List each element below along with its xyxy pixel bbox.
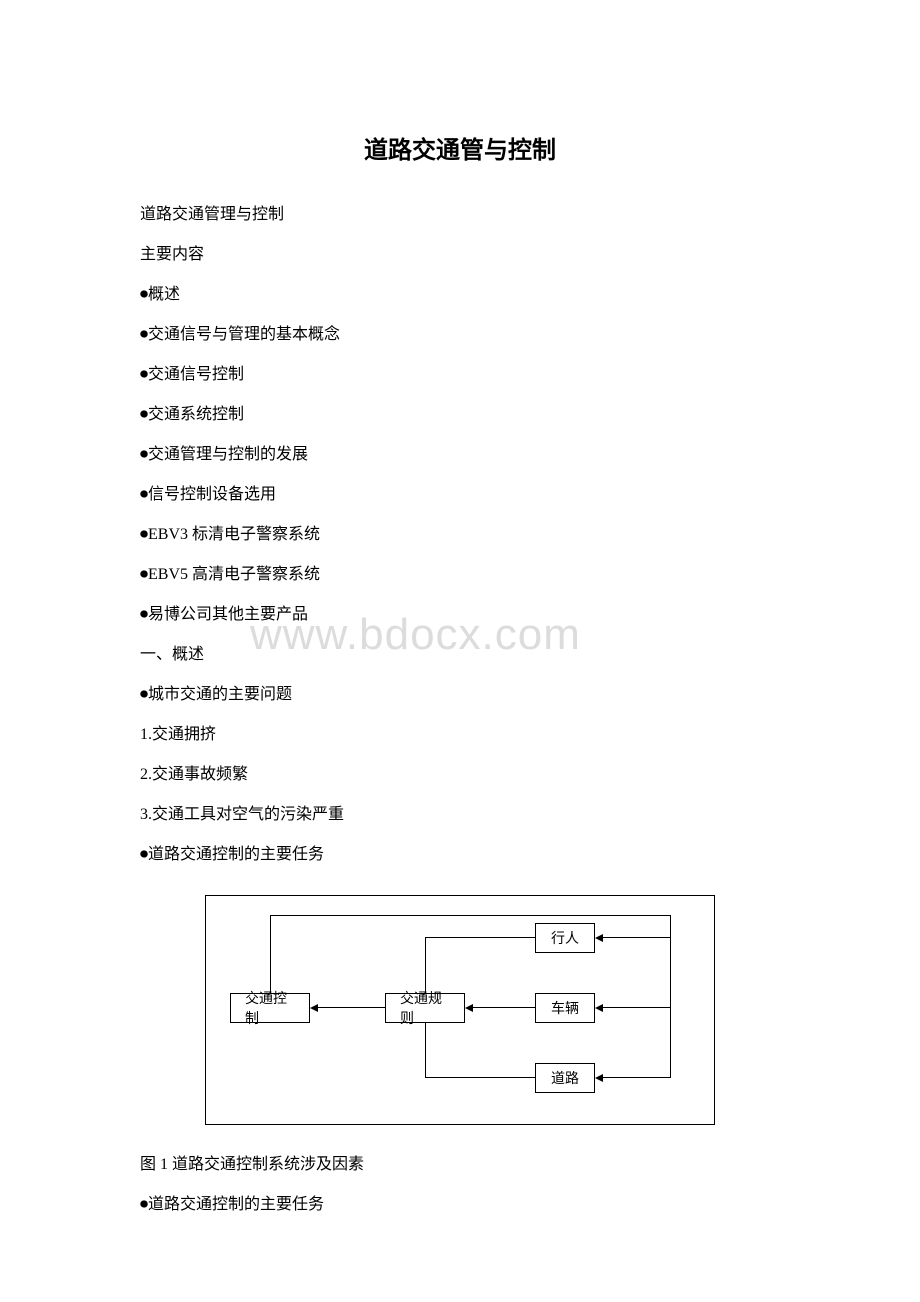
text-line: ⏺易博公司其他主要产品 bbox=[140, 595, 780, 635]
text-line: 主要内容 bbox=[140, 235, 780, 275]
text-line: ⏺概述 bbox=[140, 275, 780, 315]
node-rules: 交通规则 bbox=[385, 993, 465, 1023]
edge-line bbox=[425, 937, 426, 993]
edge-line bbox=[603, 937, 670, 938]
text-line: ⏺信号控制设备选用 bbox=[140, 475, 780, 515]
edge-line bbox=[270, 915, 271, 993]
text-line: 1.交通拥挤 bbox=[140, 715, 780, 755]
flowchart-diagram: 交通控制 交通规则 行人 车辆 道路 bbox=[200, 895, 720, 1125]
edge-line bbox=[270, 915, 670, 916]
edge-line bbox=[425, 937, 535, 938]
text-line: ⏺交通系统控制 bbox=[140, 395, 780, 435]
edge-line bbox=[318, 1007, 385, 1008]
node-vehicle: 车辆 bbox=[535, 993, 595, 1023]
page-title: 道路交通管与控制 bbox=[140, 130, 780, 165]
figure-caption: 图 1 道路交通控制系统涉及因素 bbox=[140, 1145, 780, 1185]
text-line: ⏺交通管理与控制的发展 bbox=[140, 435, 780, 475]
text-line: 一、概述 bbox=[140, 635, 780, 675]
text-line: 3.交通工具对空气的污染严重 bbox=[140, 795, 780, 835]
text-line: 道路交通管理与控制 bbox=[140, 195, 780, 235]
node-control: 交通控制 bbox=[230, 993, 310, 1023]
arrow-head-icon bbox=[310, 1004, 318, 1012]
arrow-head-icon bbox=[595, 934, 603, 942]
text-line: ⏺交通信号控制 bbox=[140, 355, 780, 395]
edge-line bbox=[425, 1077, 535, 1078]
node-pedestrian: 行人 bbox=[535, 923, 595, 953]
text-line: 2.交通事故频繁 bbox=[140, 755, 780, 795]
text-line: ⏺交通信号与管理的基本概念 bbox=[140, 315, 780, 355]
arrow-head-icon bbox=[595, 1004, 603, 1012]
edge-line bbox=[425, 1023, 426, 1078]
edge-line bbox=[670, 915, 671, 1078]
edge-line bbox=[473, 1007, 535, 1008]
document-content: 道路交通管与控制 道路交通管理与控制 主要内容 ⏺概述 ⏺交通信号与管理的基本概… bbox=[140, 130, 780, 1225]
text-line: ⏺道路交通控制的主要任务 bbox=[140, 1185, 780, 1225]
arrow-head-icon bbox=[595, 1074, 603, 1082]
node-road: 道路 bbox=[535, 1063, 595, 1093]
edge-line bbox=[603, 1077, 670, 1078]
text-line: ⏺道路交通控制的主要任务 bbox=[140, 835, 780, 875]
arrow-head-icon bbox=[465, 1004, 473, 1012]
text-line: ⏺城市交通的主要问题 bbox=[140, 675, 780, 715]
text-line: ⏺EBV5 高清电子警察系统 bbox=[140, 555, 780, 595]
edge-line bbox=[603, 1007, 670, 1008]
text-line: ⏺EBV3 标清电子警察系统 bbox=[140, 515, 780, 555]
